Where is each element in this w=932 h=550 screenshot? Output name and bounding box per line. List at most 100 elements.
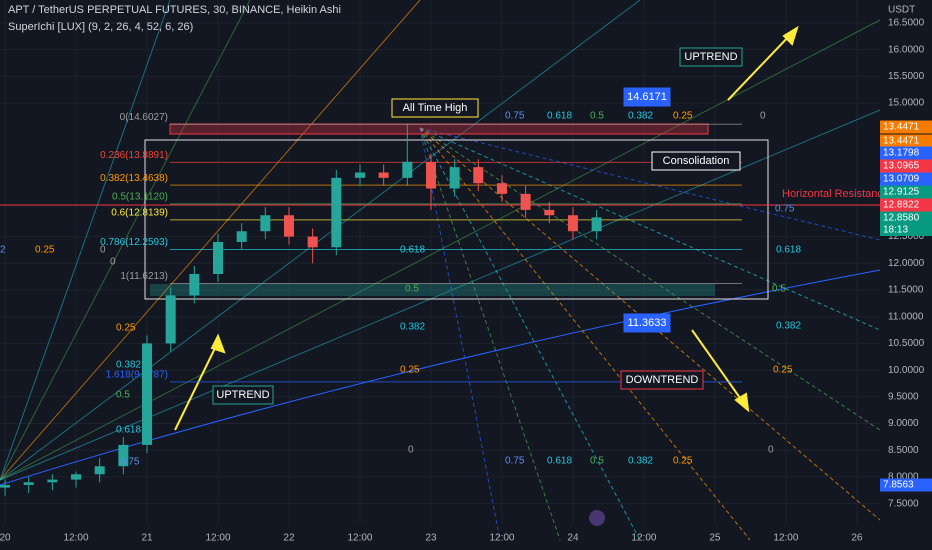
annotation-box xyxy=(391,98,479,118)
arrow-head xyxy=(210,333,226,354)
candle-body xyxy=(71,474,82,480)
currency: USDT xyxy=(888,5,915,16)
price-tag-label: 12.9125 xyxy=(883,187,920,198)
annotation: 14.6171 xyxy=(627,91,667,103)
x-tick-label: 24 xyxy=(567,533,579,544)
fan-label: 0.25 xyxy=(673,111,693,122)
fan-label: 0.25 xyxy=(400,365,420,376)
fan-line xyxy=(0,0,171,481)
fan-label: 0.75 xyxy=(505,111,525,122)
annotation: DOWNTREND xyxy=(626,374,699,386)
x-tick-label: 20 xyxy=(0,533,11,544)
y-tick-label: 15.5000 xyxy=(888,71,925,82)
curve-line xyxy=(0,269,881,486)
x-tick-label: 12:00 xyxy=(773,533,798,544)
annotation: UPTREND xyxy=(216,389,269,401)
fan-label: 0 xyxy=(768,445,774,456)
fan-label: 0.25 xyxy=(673,456,693,467)
candle-body xyxy=(189,273,200,296)
symbol-title: APT / TetherUS PERPETUAL FUTURES, 30, BI… xyxy=(8,4,341,16)
candle-body xyxy=(165,295,176,344)
fan-line xyxy=(419,127,641,541)
fan-label: 0 xyxy=(110,257,116,268)
candle-body xyxy=(331,177,342,248)
fan-label: 0.382 xyxy=(400,322,425,333)
candle-body xyxy=(213,241,224,274)
candle-body xyxy=(354,172,365,178)
price-tag-label: 13.1798 xyxy=(883,148,920,159)
arrow xyxy=(174,341,219,431)
indicator-title: SuperIchi [LUX] (9, 2, 26, 4, 52, 6, 26) xyxy=(8,21,193,33)
fan-label: 0.25 xyxy=(116,323,136,334)
x-tick-label: 12:00 xyxy=(489,533,514,544)
fan-line xyxy=(419,127,561,541)
ath-band xyxy=(169,123,709,135)
x-tick-label: 12:00 xyxy=(205,533,230,544)
annotation-box xyxy=(620,370,704,390)
fan-label: 0.5 xyxy=(590,111,604,122)
arrow-head xyxy=(734,392,750,413)
candle-body xyxy=(449,167,460,189)
candle-body xyxy=(591,217,602,232)
x-tick-label: 25 xyxy=(709,533,721,544)
x-tick-label: 23 xyxy=(425,533,437,544)
candle-body xyxy=(283,215,294,237)
candle-body xyxy=(118,444,129,467)
y-tick-label: 12.5000 xyxy=(888,231,925,242)
fan-label: 0.75 xyxy=(775,204,795,215)
annotation: All Time High xyxy=(403,102,468,114)
price-tag xyxy=(880,198,932,212)
countdown: 18:13 xyxy=(883,225,908,236)
fan-label: 0.618 xyxy=(400,245,425,256)
fan-label: 0.5 xyxy=(772,284,786,295)
price-tag-label: 12.8580 xyxy=(883,213,920,224)
annotation: Horizontal Resistance xyxy=(782,188,889,200)
price-tag xyxy=(880,478,932,492)
drawings xyxy=(0,0,881,541)
fan-label: 0.382 xyxy=(776,321,801,332)
fib-label: 0.6(12.8139) xyxy=(111,207,168,218)
candle-body xyxy=(567,215,578,232)
candle-body xyxy=(425,161,436,189)
fan-label: 0.382 xyxy=(628,111,653,122)
fan-label: 0.618 xyxy=(547,456,572,467)
price-tag-label: 13.4471 xyxy=(883,136,920,147)
candle-body xyxy=(520,193,531,210)
fan-label: 0.618 xyxy=(547,111,572,122)
candle-body xyxy=(236,231,247,242)
annotation-box xyxy=(651,151,741,171)
fan-label: 2 xyxy=(0,245,6,256)
fan-label: 0.618 xyxy=(116,425,141,436)
annotation-box xyxy=(623,87,671,107)
candle-body xyxy=(307,236,318,248)
candle-body xyxy=(0,484,11,488)
annotation: Consolidation xyxy=(663,155,730,167)
annotation: 11.3633 xyxy=(628,317,667,329)
fib-label: 0.236(13.8891) xyxy=(100,150,168,161)
fan-label: 0.5 xyxy=(590,456,604,467)
event-icon[interactable] xyxy=(589,510,605,526)
y-tick-label: 16.0000 xyxy=(888,44,925,55)
fan-label: 0.5 xyxy=(116,390,130,401)
support-band xyxy=(150,284,715,296)
candle-body xyxy=(23,482,34,485)
y-tick-label: 9.0000 xyxy=(888,418,919,429)
y-tick-label: 11.5000 xyxy=(888,285,924,296)
y-tick-label: 8.0000 xyxy=(888,472,919,483)
fan-label: 0.382 xyxy=(628,456,653,467)
annotation-box xyxy=(679,47,743,67)
candle-body xyxy=(94,466,105,475)
price-tag xyxy=(880,185,932,199)
y-tick-label: 7.5000 xyxy=(888,498,919,509)
price-tag xyxy=(880,120,932,134)
price-tag xyxy=(880,159,932,173)
fan-label: 0 xyxy=(408,445,414,456)
candle-body xyxy=(47,479,58,483)
fib-label: 1.618(9.7787) xyxy=(106,370,168,381)
price-tag xyxy=(880,211,932,225)
price-tag xyxy=(880,146,932,160)
price-tag-label: 13.0965 xyxy=(883,161,920,172)
fib-label: 0.382(13.4638) xyxy=(100,173,168,184)
